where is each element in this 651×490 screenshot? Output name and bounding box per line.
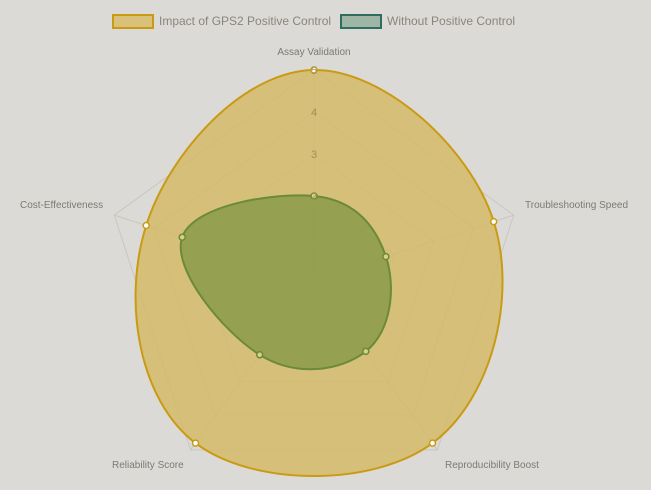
series-area-2 — [179, 194, 392, 371]
series-1-point-3[interactable] — [428, 439, 437, 447]
radar-series — [134, 66, 504, 477]
series-1-point-5[interactable] — [142, 221, 150, 230]
axis-label-4: Reliability Score — [112, 460, 184, 471]
legend-swatch-gps2[interactable] — [112, 14, 154, 29]
axis-label-3: Reproducibility Boost — [445, 460, 539, 471]
radar-axis-labels: Assay Validation Troubleshooting Speed Rep… — [20, 47, 628, 471]
legend-label-gps2[interactable]: Impact of GPS2 Positive Control — [159, 14, 331, 28]
series-1-point-2[interactable] — [489, 217, 498, 226]
legend-label-without-control[interactable]: Without Positive Control — [387, 14, 515, 28]
series-1-point-1[interactable] — [310, 66, 318, 74]
radar-tick-labels: 2 3 4 5 — [311, 65, 317, 203]
legend-swatch-without-control[interactable] — [340, 14, 382, 29]
chart-legend[interactable]: Impact of GPS2 Positive Control Without … — [112, 14, 515, 29]
tick-label-3: 3 — [311, 149, 317, 161]
axis-label-5: Cost-Effectiveness — [20, 200, 103, 211]
tick-label-4: 4 — [311, 107, 317, 119]
series-2-point-2[interactable] — [382, 252, 390, 261]
tick-label-2: 2 — [311, 191, 317, 203]
series-2-point-4[interactable] — [255, 351, 264, 359]
series-2-point-3[interactable] — [362, 347, 370, 356]
series-1-point-4[interactable] — [191, 439, 200, 447]
axis-label-2: Troubleshooting Speed — [525, 200, 628, 211]
tick-label-5: 5 — [311, 65, 317, 77]
series-2-point-5[interactable] — [178, 233, 186, 241]
axis-label-1: Assay Validation — [277, 47, 350, 58]
series-2-point-1[interactable] — [310, 192, 318, 200]
